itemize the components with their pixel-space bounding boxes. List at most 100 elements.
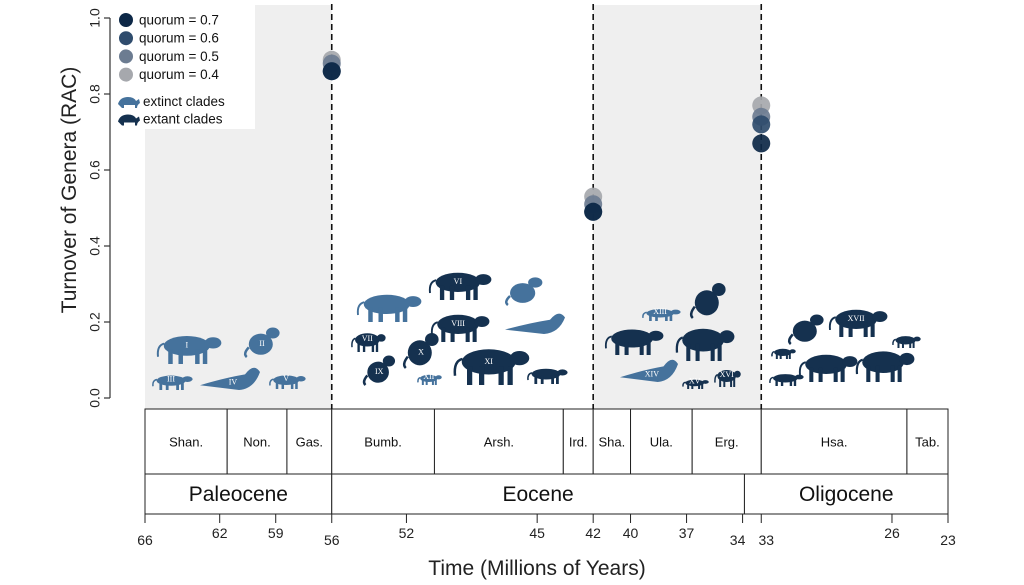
clade-VII-silhouette: VII bbox=[351, 333, 386, 352]
clade-XII-silhouette: XII bbox=[417, 372, 442, 385]
data-points bbox=[322, 50, 771, 221]
legend-label: quorum = 0.7 bbox=[139, 13, 219, 28]
clade-numeral: II bbox=[259, 339, 265, 348]
y-tick-label: 0.6 bbox=[87, 160, 103, 180]
stage-label: Bumb. bbox=[364, 435, 402, 450]
clade-IV-silhouette: IV bbox=[200, 367, 260, 390]
stage-label: Tab. bbox=[915, 435, 940, 450]
clade-III-silhouette: III bbox=[152, 375, 193, 390]
stage-label: Erg. bbox=[715, 435, 739, 450]
epoch-box bbox=[331, 473, 745, 515]
epoch-label: Oligocene bbox=[799, 483, 894, 506]
timescale: Shan. Non. Gas. Bumb. Arsh. Ird. Sha. Ula. Erg. H… bbox=[137, 408, 956, 548]
clade-numeral: XV bbox=[689, 377, 701, 386]
clade-oligocene-b bbox=[855, 351, 915, 382]
clade-XIV-silhouette: XIV bbox=[620, 359, 678, 382]
clade-oligocene-small-a bbox=[892, 336, 921, 348]
legend-marker bbox=[119, 31, 133, 46]
clade-oligocene-small-c bbox=[769, 374, 804, 386]
y-tick-label: 1.0 bbox=[87, 8, 103, 28]
clade-numeral: IV bbox=[229, 378, 238, 387]
y-tick-label: 0.2 bbox=[87, 312, 103, 332]
x-tick-label: 45 bbox=[529, 525, 545, 541]
clade-cat-silhouette bbox=[689, 283, 726, 319]
stage-label: Gas. bbox=[296, 435, 323, 450]
x-tick-label: 37 bbox=[679, 525, 695, 541]
point-quorum-0-7-56 bbox=[322, 62, 341, 81]
clade-oligocene-a bbox=[798, 354, 858, 382]
clade-numeral: XVI bbox=[720, 370, 735, 379]
clade-XIII-silhouette: XIII bbox=[642, 307, 681, 321]
clade-XV-silhouette: XV bbox=[682, 377, 709, 389]
clade-numeral: I bbox=[185, 341, 188, 350]
stage-box bbox=[226, 408, 288, 475]
clade-V-silhouette: V bbox=[269, 374, 306, 389]
clade-numeral: IX bbox=[375, 367, 384, 376]
epoch-box bbox=[743, 473, 949, 515]
clade-II-silhouette: II bbox=[243, 327, 280, 358]
clade-numeral: XIII bbox=[653, 307, 667, 316]
stage-label: Ula. bbox=[650, 435, 673, 450]
x-tick-label: 26 bbox=[884, 525, 900, 541]
stage-label: Non. bbox=[243, 435, 270, 450]
x-tick-label: 56 bbox=[324, 532, 340, 548]
legend-label: quorum = 0.6 bbox=[139, 31, 219, 46]
clade-XI-silhouette: XI bbox=[453, 349, 530, 385]
clade-numeral: XI bbox=[485, 357, 494, 366]
clade-eocene-extinct-a bbox=[505, 277, 543, 307]
epoch-box bbox=[144, 473, 333, 515]
legend-label: extant clades bbox=[143, 112, 223, 127]
stage-box bbox=[760, 408, 908, 475]
clade-VIII-silhouette: VIII bbox=[430, 314, 490, 342]
x-tick-label: 59 bbox=[268, 525, 284, 541]
x-tick-label: 62 bbox=[212, 525, 228, 541]
point-quorum-0-7-33 bbox=[752, 134, 771, 153]
stage-label: Ird. bbox=[569, 435, 588, 450]
legend-animal-icon bbox=[118, 97, 140, 108]
stage-label: Arsh. bbox=[484, 435, 514, 450]
point-quorum-0-7-42 bbox=[584, 202, 603, 221]
epoch-label: Eocene bbox=[502, 483, 573, 506]
x-tick-label: 42 bbox=[585, 525, 601, 541]
stage-box bbox=[286, 408, 333, 475]
y-tick-label: 0.4 bbox=[87, 236, 103, 256]
clade-XVI-silhouette: XVI bbox=[714, 370, 741, 387]
x-axis-title: Time (Millions of Years) bbox=[428, 557, 645, 580]
x-tick-label: 34 bbox=[730, 532, 746, 548]
clade-IX-silhouette: IX bbox=[362, 355, 396, 386]
point-quorum-0-6-33 bbox=[752, 115, 771, 134]
stage-box bbox=[331, 408, 435, 475]
legend-marker bbox=[119, 49, 133, 64]
y-tick-label: 0.0 bbox=[87, 388, 103, 408]
legend-label: quorum = 0.4 bbox=[139, 67, 219, 82]
x-tick-label: 40 bbox=[623, 525, 639, 541]
x-tick-label: 33 bbox=[758, 532, 774, 548]
clade-eocene-extinct-b bbox=[505, 313, 565, 334]
legend-label: quorum = 0.5 bbox=[139, 49, 219, 64]
epoch-label: Paleocene bbox=[189, 483, 288, 506]
clade-numeral: XII bbox=[423, 372, 434, 381]
legend-animal-icon bbox=[118, 114, 140, 126]
clade-numeral: VII bbox=[362, 334, 373, 343]
clade-eocene-extant-a bbox=[527, 368, 568, 384]
x-tick-label: 66 bbox=[137, 532, 153, 548]
legend-label: extinct clades bbox=[143, 94, 225, 109]
stage-label: Hsa. bbox=[821, 435, 848, 450]
clade-late-eocene-a bbox=[604, 329, 664, 355]
legend: quorum = 0.7 quorum = 0.6 quorum = 0.5 quor… bbox=[113, 5, 255, 129]
stage-box bbox=[630, 408, 693, 475]
clade-X-silhouette: X bbox=[402, 333, 439, 369]
stage-label: Sha. bbox=[598, 435, 625, 450]
clade-numeral: XIV bbox=[645, 370, 659, 379]
clade-XVII-silhouette: XVII bbox=[828, 309, 888, 337]
clade-numeral: VIII bbox=[451, 319, 465, 328]
x-tick-label: 23 bbox=[940, 532, 956, 548]
clade-late-eocene-b bbox=[675, 328, 735, 361]
y-tick-label: 0.8 bbox=[87, 84, 103, 104]
x-tick-label: 52 bbox=[399, 525, 415, 541]
clade-numeral: X bbox=[418, 348, 424, 357]
legend-marker bbox=[119, 13, 133, 27]
clade-numeral: VI bbox=[454, 277, 463, 286]
